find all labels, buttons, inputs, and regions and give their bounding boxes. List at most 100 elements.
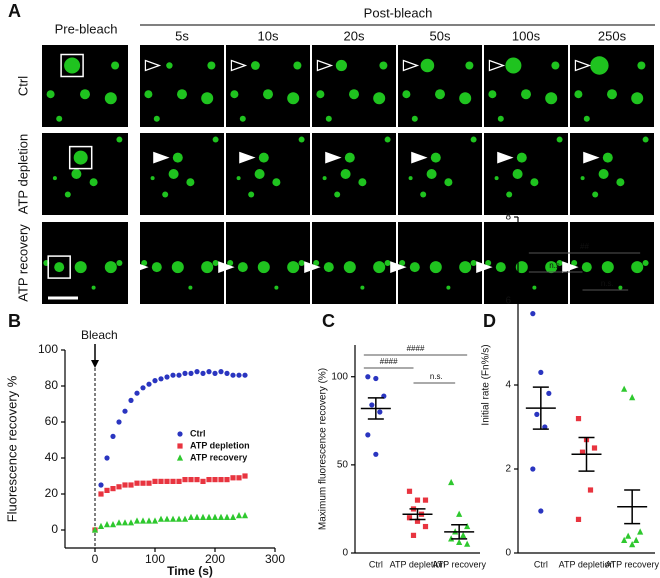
condensate: [488, 90, 497, 99]
condensate: [172, 152, 183, 163]
condensate: [551, 61, 560, 70]
point: [218, 369, 224, 375]
point: [422, 497, 429, 503]
y-tick-label: 0: [342, 548, 348, 559]
condensate: [313, 260, 320, 266]
condensate: [188, 285, 193, 290]
arrowhead: [230, 59, 248, 72]
point: [575, 516, 582, 522]
point: [373, 375, 379, 382]
y-tick-label: 0: [51, 522, 58, 536]
point: [422, 523, 429, 530]
condensate: [287, 92, 300, 105]
point: [575, 416, 582, 422]
point: [242, 473, 248, 479]
condensate: [64, 57, 81, 74]
time-label: 50s: [430, 28, 451, 43]
annotation: n.s.: [430, 372, 443, 381]
condensate: [545, 261, 558, 274]
condensate: [571, 260, 578, 266]
x-tick-label: Ctrl: [369, 559, 383, 569]
condensate: [150, 176, 155, 181]
panel-label: C: [322, 311, 335, 331]
point: [587, 487, 594, 493]
point: [546, 390, 552, 396]
point: [158, 376, 164, 382]
condensate: [402, 90, 411, 99]
condensate: [373, 92, 386, 105]
point: [633, 536, 640, 543]
condensate: [497, 115, 504, 122]
condensate: [251, 61, 260, 70]
point: [456, 538, 463, 546]
condensate: [323, 262, 334, 273]
point: [530, 466, 536, 472]
condensate: [80, 89, 90, 100]
point: [121, 519, 129, 526]
point: [530, 311, 536, 317]
condensate: [258, 152, 269, 163]
y-axis-label: Maximum fluorescence recovery (%): [318, 368, 329, 530]
condensate: [590, 56, 609, 75]
legend-label: ATP recovery: [190, 452, 247, 462]
point: [199, 513, 207, 520]
point: [110, 433, 116, 439]
condensate: [580, 176, 585, 181]
condensate: [429, 261, 442, 274]
condensate: [74, 261, 87, 274]
condensate: [263, 89, 273, 100]
condensate: [505, 57, 522, 74]
point: [410, 532, 417, 538]
panel-label: A: [8, 1, 21, 21]
point: [194, 477, 200, 483]
point: [464, 522, 471, 530]
point: [164, 478, 170, 484]
condensate: [485, 260, 492, 266]
condensate: [601, 261, 614, 274]
condensate: [56, 115, 63, 122]
point: [170, 372, 176, 378]
condensate: [411, 115, 418, 122]
condensate: [408, 176, 413, 181]
condensate: [272, 178, 281, 187]
annotation: Bleach: [81, 328, 118, 342]
point: [212, 477, 218, 483]
condensate: [583, 115, 590, 122]
condensate: [207, 61, 216, 70]
condensate: [637, 61, 646, 70]
condensate: [52, 176, 57, 181]
x-tick-label: 0: [92, 552, 99, 566]
point: [621, 536, 628, 543]
condensate: [144, 90, 153, 99]
bleach-roi: [60, 53, 84, 78]
condensate: [298, 136, 305, 143]
error-bar: [624, 489, 641, 525]
point: [140, 480, 146, 486]
point: [406, 488, 413, 494]
point: [211, 513, 219, 520]
arrowhead: [153, 151, 170, 164]
point: [591, 445, 598, 451]
y-tick-label: 60: [45, 414, 59, 428]
pre-bleach-header: Pre-bleach: [55, 21, 118, 36]
bleach-roi: [68, 145, 93, 170]
point: [200, 478, 206, 484]
condensate: [607, 89, 617, 100]
condensate: [631, 261, 644, 274]
y-tick-label: 100: [331, 371, 348, 382]
condensate: [495, 262, 506, 273]
point: [157, 515, 165, 522]
condensate: [89, 178, 98, 187]
condensate: [384, 136, 391, 143]
x-tick-label: 100: [145, 552, 165, 566]
point: [235, 512, 243, 519]
point: [188, 370, 194, 376]
y-axis-label: Fluorescence recovery %: [4, 375, 19, 522]
row-label: Ctrl: [15, 76, 30, 96]
condensate: [201, 261, 214, 274]
arrowhead: [325, 151, 342, 164]
condensate: [325, 115, 332, 122]
point: [181, 515, 189, 522]
condensate: [287, 261, 300, 274]
